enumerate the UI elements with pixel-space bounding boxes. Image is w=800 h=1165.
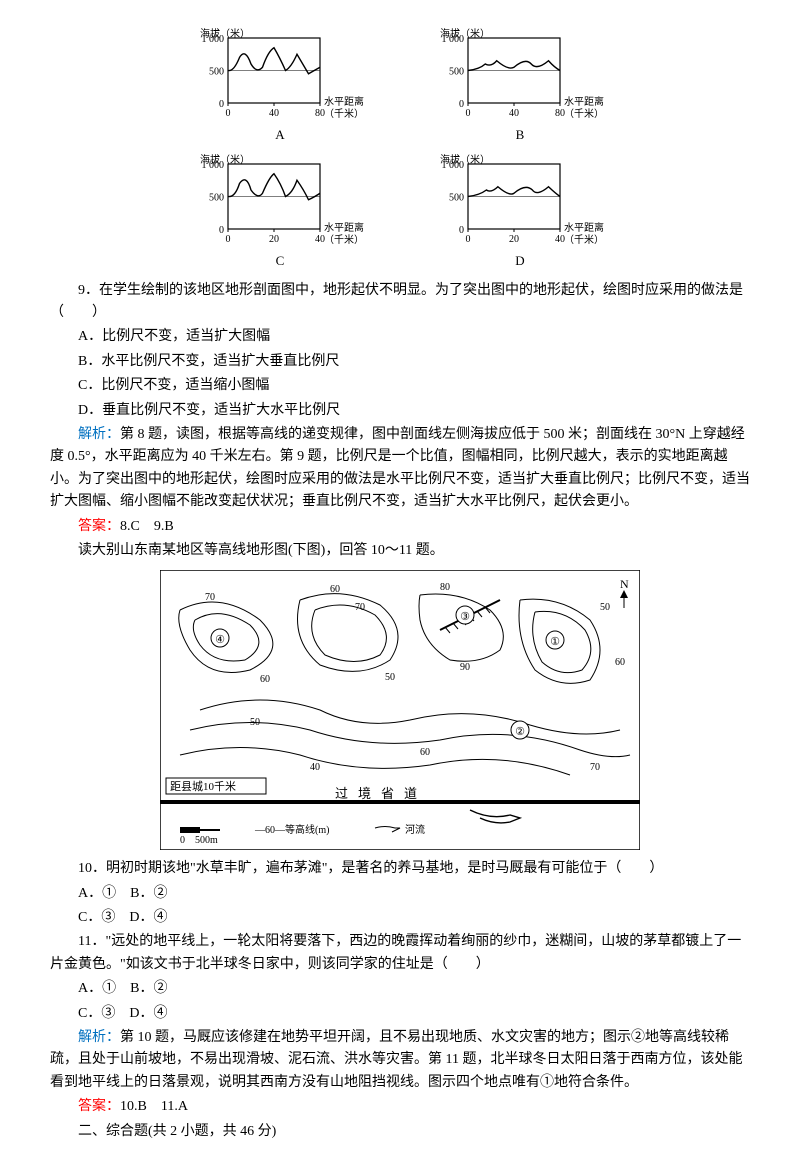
q11-opts-CD: C．③ D．④: [50, 1003, 750, 1025]
svg-text:40: 40: [269, 108, 279, 119]
chart-label-B: B: [516, 125, 525, 146]
q9-opt-B: B．水平比例尺不变，适当扩大垂直比例尺: [50, 351, 750, 373]
q9-opt-C: C．比例尺不变，适当缩小图幅: [50, 375, 750, 397]
svg-text:70: 70: [355, 602, 365, 613]
map-distance-label: 距县城10千米: [170, 780, 236, 793]
svg-text:海拔（米）: 海拔（米）: [200, 28, 250, 40]
analysis-89-text: 第 8 题，读图，根据等高线的递变规律，图中剖面线左侧海拔应低于 500 米；剖…: [50, 427, 750, 509]
svg-text:①: ①: [550, 636, 560, 648]
q10-opts-CD: C．③ D．④: [50, 907, 750, 929]
svg-text:④: ④: [215, 634, 225, 646]
svg-text:0: 0: [226, 108, 231, 119]
svg-text:80: 80: [440, 582, 450, 593]
svg-text:50: 50: [385, 672, 395, 683]
contour-map: ① ② ③ ④ 70 60 60 70 50 80 90 50 60 50 40…: [160, 570, 640, 850]
profile-chart-B: 05001 000海拔（米）04080水平距离（千米）: [430, 28, 610, 123]
profile-chart-C: 05001 000海拔（米）02040水平距离（千米）: [190, 154, 370, 249]
svg-text:③: ③: [460, 611, 470, 623]
svg-text:70: 70: [590, 762, 600, 773]
svg-text:500: 500: [209, 67, 224, 78]
svg-text:70: 70: [205, 592, 215, 603]
chart-C: 05001 000海拔（米）02040水平距离（千米） C: [190, 154, 370, 272]
svg-text:40: 40: [509, 108, 519, 119]
svg-text:过境省道: 过境省道: [335, 786, 427, 801]
map-legend-river: 河流: [405, 823, 425, 836]
answer-89: 答案：8.C 9.B: [50, 516, 750, 538]
answer-1011-text: 10.B 11.A: [120, 1099, 188, 1114]
svg-text:海拔（米）: 海拔（米）: [440, 28, 490, 40]
svg-text:0: 0: [219, 225, 224, 236]
svg-text:水平距离: 水平距离: [564, 221, 604, 234]
svg-text:水平距离: 水平距离: [564, 95, 604, 108]
analysis-89-label: 解析：: [78, 427, 120, 442]
q9-stem: 9．在学生绘制的该地区地形剖面图中，地形起伏不明显。为了突出图中的地形起伏，绘图…: [50, 280, 750, 325]
svg-text:60: 60: [260, 674, 270, 685]
profile-chart-D: 05001 000海拔（米）02040水平距离（千米）: [430, 154, 610, 249]
svg-text:②: ②: [515, 726, 525, 738]
svg-text:（千米）: （千米）: [564, 233, 604, 246]
q10-stem: 10．明初时期该地"水草丰旷，遍布茅滩"，是著名的养马基地，是时马厩最有可能位于…: [50, 858, 750, 880]
map-legend-contour: —60—等高线(m): [254, 823, 329, 836]
q10-opts-AB: A．① B．②: [50, 883, 750, 905]
svg-text:20: 20: [269, 234, 279, 245]
svg-text:60: 60: [330, 584, 340, 595]
svg-text:0: 0: [226, 234, 231, 245]
profile-chart-A: 05001 000海拔（米）04080水平距离（千米）: [190, 28, 370, 123]
chart-label-C: C: [276, 251, 285, 272]
analysis-1011: 解析：第 10 题，马厩应该修建在地势平坦开阔，且不易出现地质、水文灾害的地方；…: [50, 1027, 750, 1094]
svg-text:60: 60: [615, 657, 625, 668]
map-legend-scale: 0 500m: [180, 835, 218, 846]
q11-stem: 11．"远处的地平线上，一轮太阳将要落下，西边的晚霞挥动着绚丽的纱巾，迷糊间，山…: [50, 931, 750, 976]
q9-opt-D: D．垂直比例尺不变，适当扩大水平比例尺: [50, 400, 750, 422]
chart-D: 05001 000海拔（米）02040水平距离（千米） D: [430, 154, 610, 272]
chart-label-D: D: [515, 251, 524, 272]
analysis-89: 解析：第 8 题，读图，根据等高线的递变规律，图中剖面线左侧海拔应低于 500 …: [50, 424, 750, 514]
analysis-1011-text: 第 10 题，马厩应该修建在地势平坦开阔，且不易出现地质、水文灾害的地方；图示②…: [50, 1030, 742, 1090]
svg-text:20: 20: [509, 234, 519, 245]
svg-text:（千米）: （千米）: [324, 107, 364, 120]
svg-text:50: 50: [600, 602, 610, 613]
charts-row-top: 05001 000海拔（米）04080水平距离（千米） A 05001 000海…: [50, 28, 750, 146]
svg-text:海拔（米）: 海拔（米）: [200, 154, 250, 166]
svg-text:水平距离: 水平距离: [324, 221, 364, 234]
map-north: N: [620, 577, 629, 591]
svg-text:60: 60: [420, 747, 430, 758]
svg-text:0: 0: [466, 234, 471, 245]
answer-89-label: 答案：: [78, 519, 120, 534]
chart-B: 05001 000海拔（米）04080水平距离（千米） B: [430, 28, 610, 146]
svg-text:0: 0: [459, 225, 464, 236]
answer-1011-label: 答案：: [78, 1099, 120, 1114]
svg-text:水平距离: 水平距离: [324, 95, 364, 108]
q9-opt-A: A．比例尺不变，适当扩大图幅: [50, 326, 750, 348]
chart-label-A: A: [275, 125, 284, 146]
svg-text:（千米）: （千米）: [324, 233, 364, 246]
svg-text:90: 90: [460, 662, 470, 673]
svg-text:50: 50: [250, 717, 260, 728]
svg-text:0: 0: [219, 99, 224, 110]
svg-text:0: 0: [466, 108, 471, 119]
answer-1011: 答案：10.B 11.A: [50, 1096, 750, 1118]
answer-89-text: 8.C 9.B: [120, 519, 174, 534]
svg-text:（千米）: （千米）: [564, 107, 604, 120]
analysis-1011-label: 解析：: [78, 1030, 120, 1045]
q11-opts-AB: A．① B．②: [50, 978, 750, 1000]
intro-1011: 读大别山东南某地区等高线地形图(下图)，回答 10～11 题。: [50, 540, 750, 562]
page-container: 05001 000海拔（米）04080水平距离（千米） A 05001 000海…: [0, 0, 800, 1165]
chart-A: 05001 000海拔（米）04080水平距离（千米） A: [190, 28, 370, 146]
svg-text:500: 500: [209, 192, 224, 203]
svg-text:500: 500: [449, 67, 464, 78]
svg-text:40: 40: [310, 762, 320, 773]
svg-text:0: 0: [459, 99, 464, 110]
svg-text:500: 500: [449, 192, 464, 203]
charts-row-bottom: 05001 000海拔（米）02040水平距离（千米） C 05001 000海…: [50, 154, 750, 272]
svg-text:海拔（米）: 海拔（米）: [440, 154, 490, 166]
